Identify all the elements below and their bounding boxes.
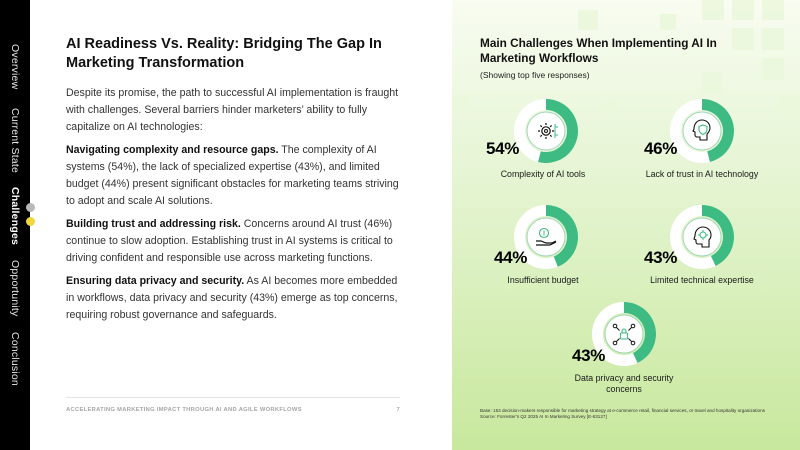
stat-percentage: 44%	[494, 248, 528, 267]
page-number: 7	[396, 407, 400, 413]
section-heading: Building trust and addressing risk.	[66, 218, 241, 230]
base-note: Base: 153 decision-makers responsible fo…	[480, 408, 765, 413]
nav-label: Opportunity	[9, 260, 21, 317]
stat-percentage: 43%	[572, 346, 606, 365]
decor-square	[778, 96, 800, 118]
section-paragraph: Navigating complexity and resource gaps.…	[66, 142, 400, 210]
nav-item-current-state[interactable]: Current State	[0, 108, 30, 173]
section-heading: Ensuring data privacy and security.	[66, 275, 245, 287]
donut-chart	[514, 205, 578, 269]
donut-value-arc	[538, 99, 578, 163]
nav-item-challenges[interactable]: Challenges	[0, 187, 30, 245]
nav-active-dot	[26, 217, 35, 226]
donut-center	[604, 314, 644, 354]
donut-center	[526, 111, 566, 151]
footer-text: ACCELERATING MARKETING IMPACT THROUGH AI…	[66, 407, 302, 413]
nav-progress-dot	[26, 203, 35, 212]
decor-square	[602, 100, 618, 116]
stat-percentage: 46%	[644, 139, 678, 158]
stat-label: Complexity of AI tools	[500, 169, 586, 179]
nav-label: Conclusion	[9, 332, 21, 386]
stat-label: Data privacy and security concerns	[574, 373, 674, 394]
challenges-panel: Main Challenges When Implementing AI In …	[452, 0, 800, 450]
nav-label: Challenges	[9, 187, 21, 246]
article-column: AI Readiness Vs. Reality: Bridging The G…	[66, 35, 400, 324]
decor-square	[452, 96, 468, 112]
stat-label: Insufficient budget	[507, 275, 579, 285]
decor-square	[732, 0, 754, 20]
gear-network-icon	[538, 123, 558, 139]
intro-paragraph: Despite its promise, the path to success…	[66, 87, 399, 133]
head-gear-icon	[693, 226, 712, 248]
donut-chart	[592, 302, 656, 366]
donut-chart	[670, 205, 734, 269]
donut-value-arc	[702, 205, 734, 266]
nav-item-opportunity[interactable]: Opportunity	[0, 260, 30, 316]
donut-chart	[514, 99, 578, 163]
section-heading: Navigating complexity and resource gaps.	[66, 144, 279, 156]
section-body: The complexity of AI systems (54%), the …	[66, 144, 399, 207]
donut-value-arc	[702, 99, 734, 162]
decor-square	[732, 28, 754, 50]
decor-square	[702, 0, 724, 20]
donut-value-arc	[546, 205, 578, 267]
source-citation: Source: Forrester’s Q2 2025 AI In Market…	[480, 413, 607, 419]
stat-percentage: 43%	[644, 248, 678, 267]
section-body: As AI becomes more embedded in workflows…	[66, 275, 398, 321]
donut-value-arc	[624, 302, 656, 363]
panel-subtitle: (Showing top five responses)	[480, 70, 590, 80]
brain-shield-icon	[692, 119, 711, 141]
section-paragraph: Ensuring data privacy and security. As A…	[66, 273, 400, 324]
donut-center	[682, 111, 722, 151]
nav-label: Overview	[9, 44, 21, 90]
source-note: Base: 153 decision-makers responsible fo…	[480, 408, 785, 419]
stat-label: Lack of trust in AI technology	[645, 169, 759, 179]
stat-percentage: 54%	[486, 139, 520, 158]
donut-center	[682, 217, 722, 257]
decor-square	[762, 28, 784, 50]
decor-square	[762, 0, 784, 20]
lock-network-icon	[612, 323, 636, 346]
donut-chart	[670, 99, 734, 163]
page-title: AI Readiness Vs. Reality: Bridging The G…	[66, 36, 382, 71]
section-body: Concerns around AI trust (46%) continue …	[66, 218, 393, 264]
nav-item-overview[interactable]: Overview	[0, 44, 30, 89]
section-nav: Overview Current State Challenges Opport…	[0, 0, 35, 450]
page-footer: ACCELERATING MARKETING IMPACT THROUGH AI…	[66, 407, 400, 413]
panel-title: Main Challenges When Implementing AI In …	[480, 36, 717, 65]
section-paragraph: Building trust and addressing risk. Conc…	[66, 216, 400, 267]
nav-label: Current State	[9, 108, 21, 174]
money-hand-icon	[536, 227, 557, 246]
decor-square	[762, 58, 784, 80]
decor-square	[660, 14, 676, 30]
nav-item-conclusion[interactable]: Conclusion	[0, 332, 30, 386]
footer-divider	[66, 397, 400, 398]
decor-square	[702, 72, 722, 92]
stat-label: Limited technical expertise	[650, 275, 754, 285]
decor-square	[578, 10, 598, 30]
